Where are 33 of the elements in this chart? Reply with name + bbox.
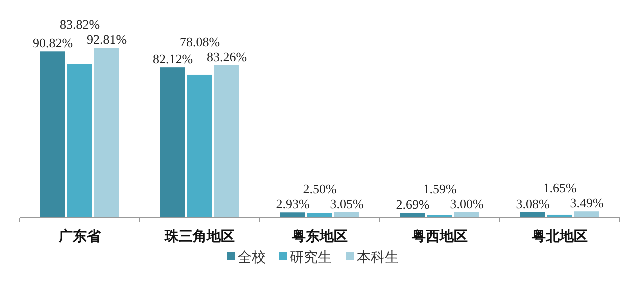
bar <box>188 74 212 218</box>
bar <box>94 48 120 218</box>
data-label: 1.59% <box>423 182 457 197</box>
x-tick-label: 珠三角地区 <box>164 228 235 244</box>
bar <box>40 52 66 218</box>
data-label: 78.08% <box>180 34 220 50</box>
data-label: 3.49% <box>570 196 604 211</box>
bar <box>160 68 186 218</box>
data-label: 3.08% <box>516 196 550 212</box>
bar <box>400 213 426 218</box>
x-tick-label: 粤西地区 <box>411 228 468 244</box>
bar <box>68 64 92 218</box>
data-label: 3.00% <box>450 196 484 212</box>
legend-label: 研究生 <box>290 249 332 265</box>
bar <box>454 212 480 218</box>
x-tick-label: 粤东地区 <box>291 228 348 244</box>
data-label: 92.81% <box>86 32 128 47</box>
bar <box>574 212 600 218</box>
legend-label: 全校 <box>238 249 266 265</box>
bar <box>214 65 240 218</box>
data-label: 2.50% <box>303 181 337 196</box>
data-label: 83.26% <box>206 49 248 64</box>
data-label: 1.65% <box>543 180 577 196</box>
data-label: 2.69% <box>396 197 430 212</box>
data-label: 3.05% <box>330 196 364 212</box>
data-label: 90.82% <box>32 36 74 51</box>
x-tick-label: 广东省 <box>58 228 102 244</box>
data-label: 2.93% <box>276 196 310 212</box>
data-label: 83.82% <box>60 17 100 32</box>
legend-label: 本科生 <box>357 249 399 265</box>
data-label: 82.12% <box>152 52 194 67</box>
x-tick-label: 粤北地区 <box>531 228 588 244</box>
bar <box>280 212 306 218</box>
